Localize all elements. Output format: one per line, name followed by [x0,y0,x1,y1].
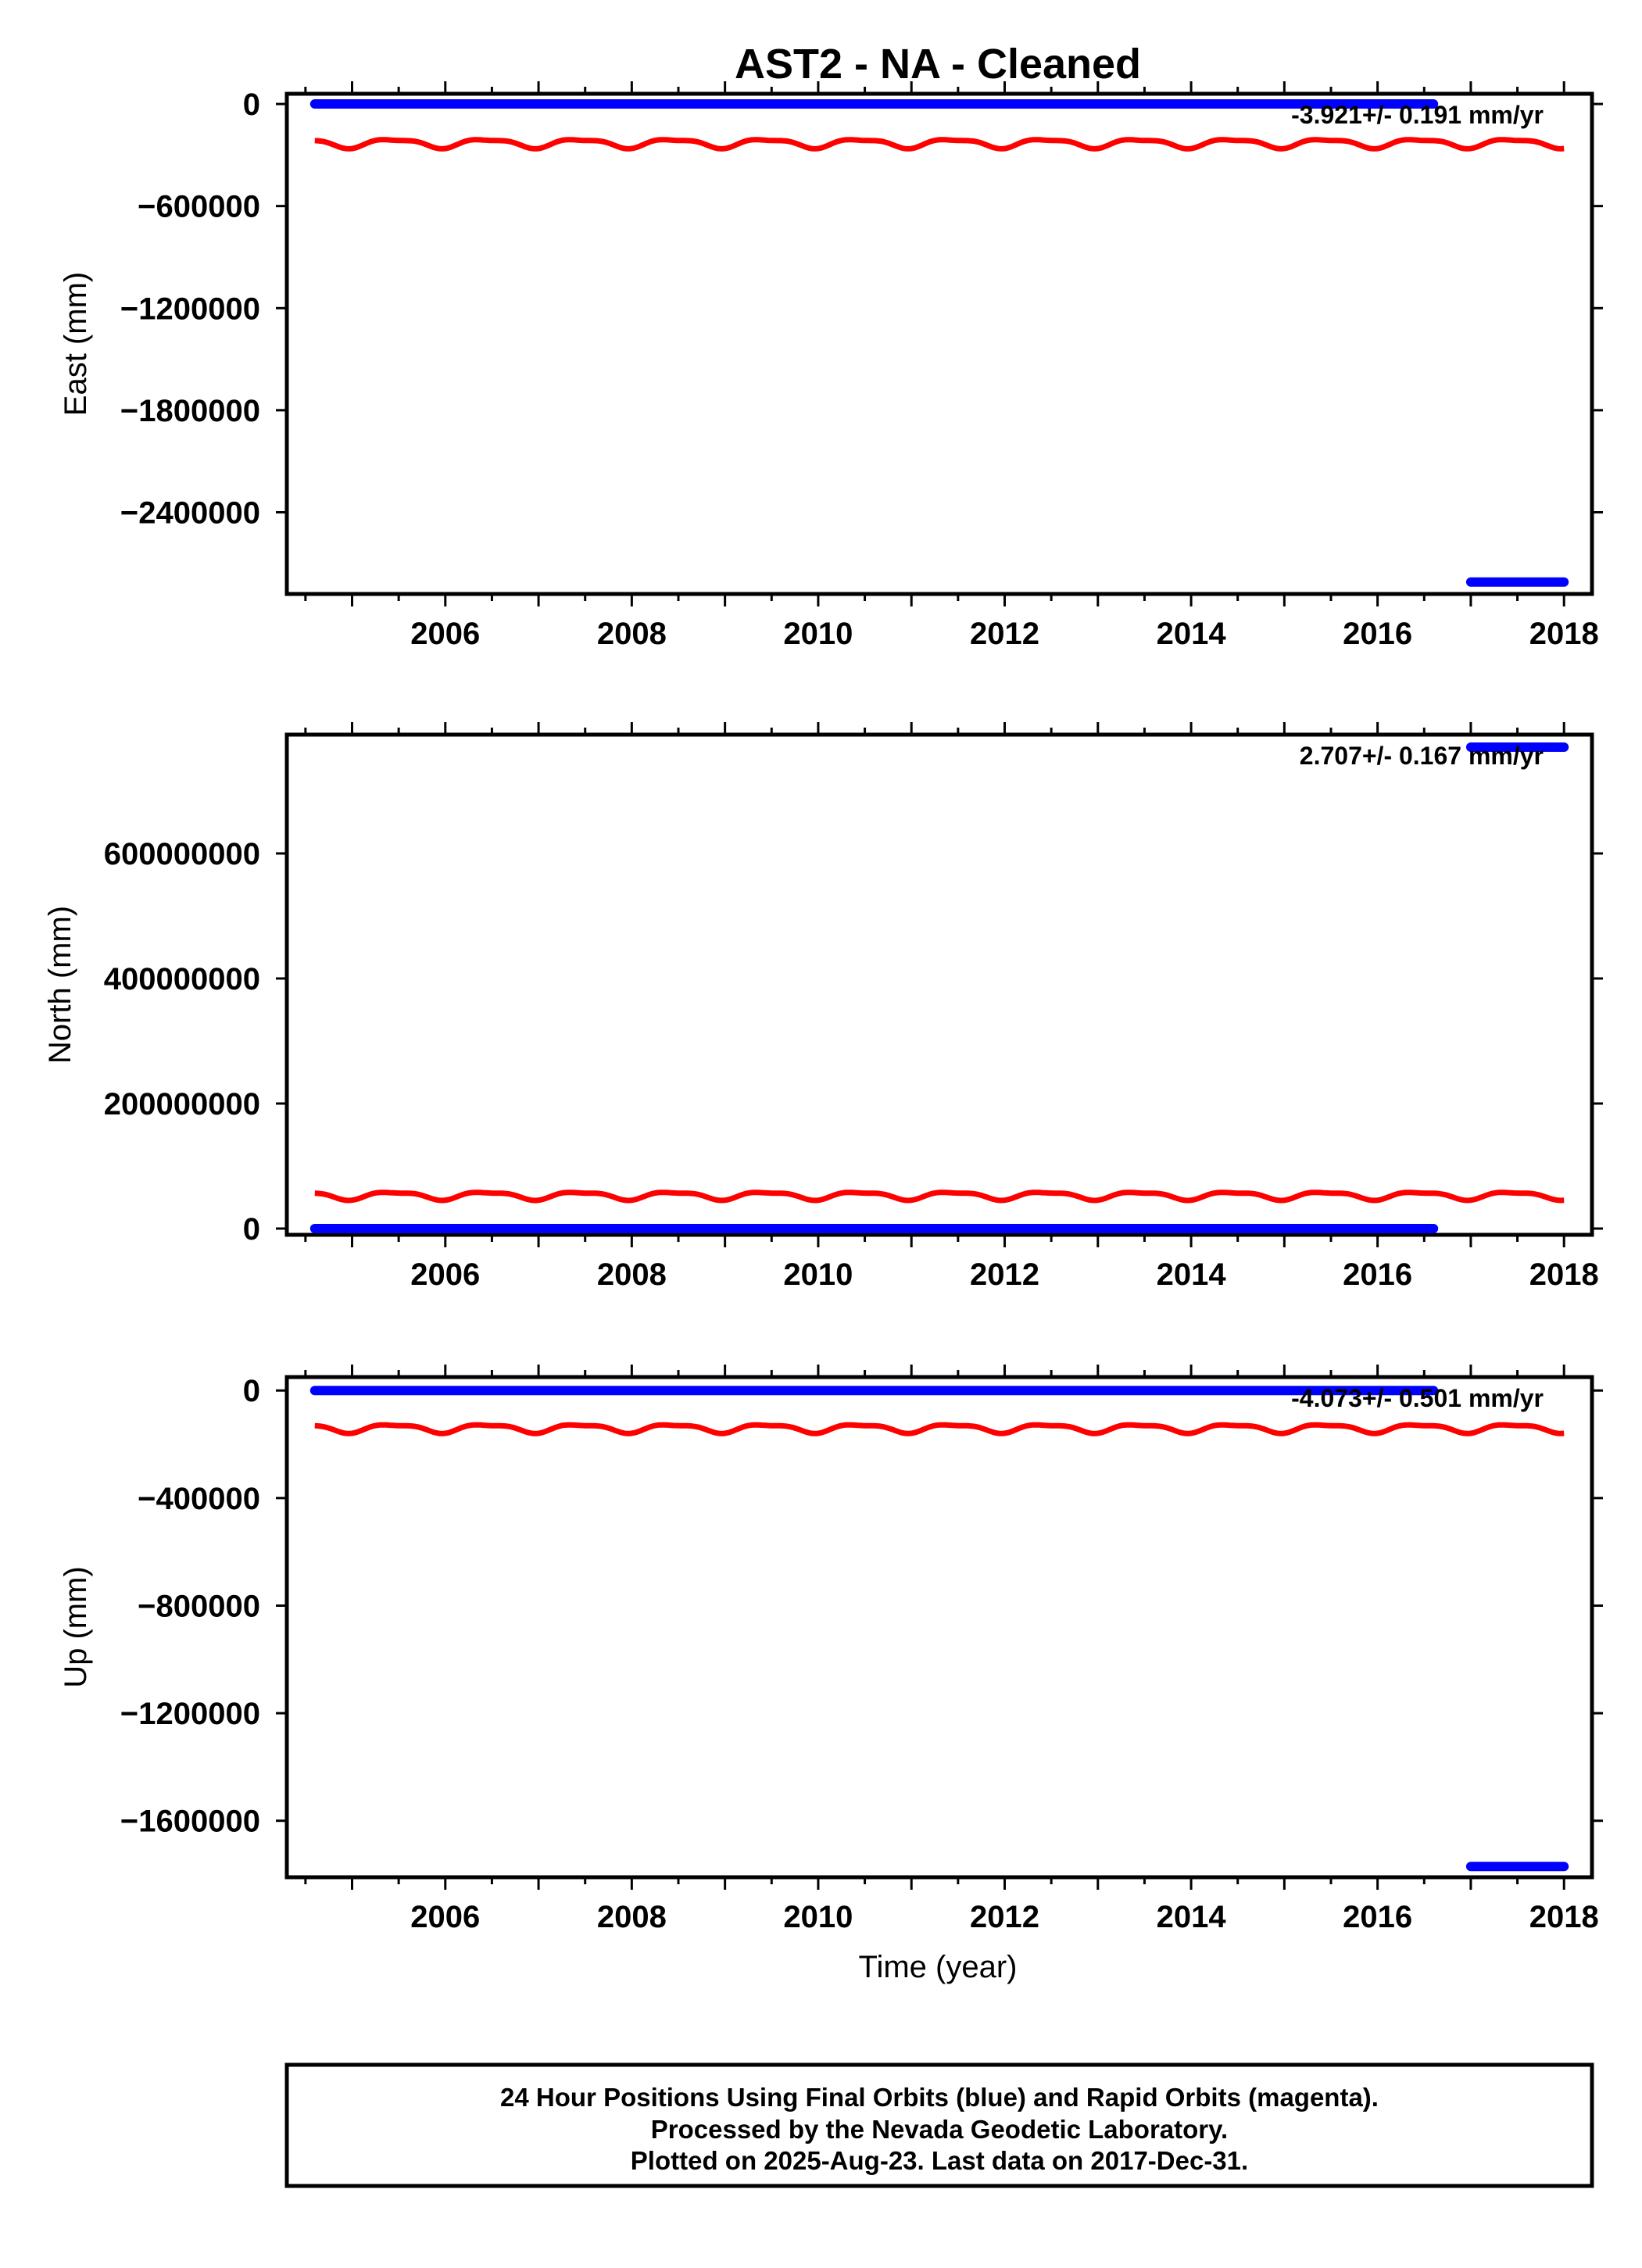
east-xtick-label: 2016 [1343,617,1412,651]
north-rate-label: 2.707+/- 0.167 mm/yr [1300,742,1544,770]
east-ytick-label: −600000 [138,190,260,224]
east-frame [284,91,1594,596]
north-xtick-label: 2018 [1529,1257,1599,1292]
x-axis-label: Time (year) [859,1950,1018,1984]
north-xtick-label: 2016 [1343,1257,1412,1292]
east-rate-label: -3.921+/- 0.191 mm/yr [1291,101,1544,129]
east-model-curve [314,137,1565,152]
east-ytick-label: 0 [243,88,260,122]
north-ytick-label: 600000000 [104,837,260,871]
up-xtick-label: 2014 [1157,1900,1227,1934]
up-y-axis-label: Up (mm) [59,1566,93,1688]
caption-line-3: Plotted on 2025-Aug-23. Last data on 201… [631,2146,1248,2175]
up-xtick-label: 2018 [1529,1900,1599,1934]
up-ytick-label: 0 [243,1374,260,1408]
east-xtick-label: 2008 [597,617,667,651]
caption-box [284,2062,1594,2188]
figure-title: AST2 - NA - Cleaned [735,41,1141,88]
up-frame [284,1375,1594,1880]
up-ytick-label: −1600000 [120,1805,260,1839]
east-xtick-label: 2014 [1157,617,1227,651]
panels: 0 −600000 −1200000 −1800000 −2400000 2006 2008… [43,81,1603,1934]
north-frame [284,732,1594,1237]
east-panel: 0 −600000 −1200000 −1800000 −2400000 2006 2008… [59,81,1603,651]
north-xtick-label: 2012 [970,1257,1039,1292]
east-y-axis-label: East (mm) [59,272,93,416]
up-xtick-label: 2010 [783,1900,853,1934]
north-xtick-label: 2010 [783,1257,853,1292]
north-xtick-label: 2014 [1157,1257,1227,1292]
east-xtick-label: 2018 [1529,617,1599,651]
up-xtick-label: 2006 [410,1900,480,1934]
east-xtick-label: 2012 [970,617,1039,651]
east-ytick-label: −1800000 [120,394,260,428]
north-ytick-label: 0 [243,1212,260,1247]
up-ytick-label: −1200000 [120,1697,260,1731]
north-ytick-label: 400000000 [104,962,260,996]
up-ytick-label: −400000 [138,1482,260,1516]
east-xtick-label: 2006 [410,617,480,651]
north-model-curve [314,1189,1565,1204]
caption-line-1: 24 Hour Positions Using Final Orbits (bl… [500,2083,1379,2112]
up-xtick-label: 2016 [1343,1900,1412,1934]
north-xtick-label: 2006 [410,1257,480,1292]
north-y-axis-label: North (mm) [43,906,77,1064]
caption-line-2: Processed by the Nevada Geodetic Laborat… [651,2115,1228,2144]
up-rate-label: -4.073+/- 0.501 mm/yr [1291,1384,1544,1412]
up-panel: 0 −400000 −800000 −1200000 −1600000 2006 2008 2… [59,1365,1603,1934]
east-xtick-label: 2010 [783,617,853,651]
up-ytick-label: −800000 [138,1589,260,1623]
up-xtick-label: 2008 [597,1900,667,1934]
north-panel: 0 200000000 400000000 600000000 2006 2008 2010… [43,722,1603,1292]
east-ytick-label: −2400000 [120,496,260,531]
up-xtick-label: 2012 [970,1900,1039,1934]
up-model-curve [314,1422,1565,1436]
east-ytick-label: −1200000 [120,292,260,326]
north-ytick-label: 200000000 [104,1087,260,1121]
north-xtick-label: 2008 [597,1257,667,1292]
